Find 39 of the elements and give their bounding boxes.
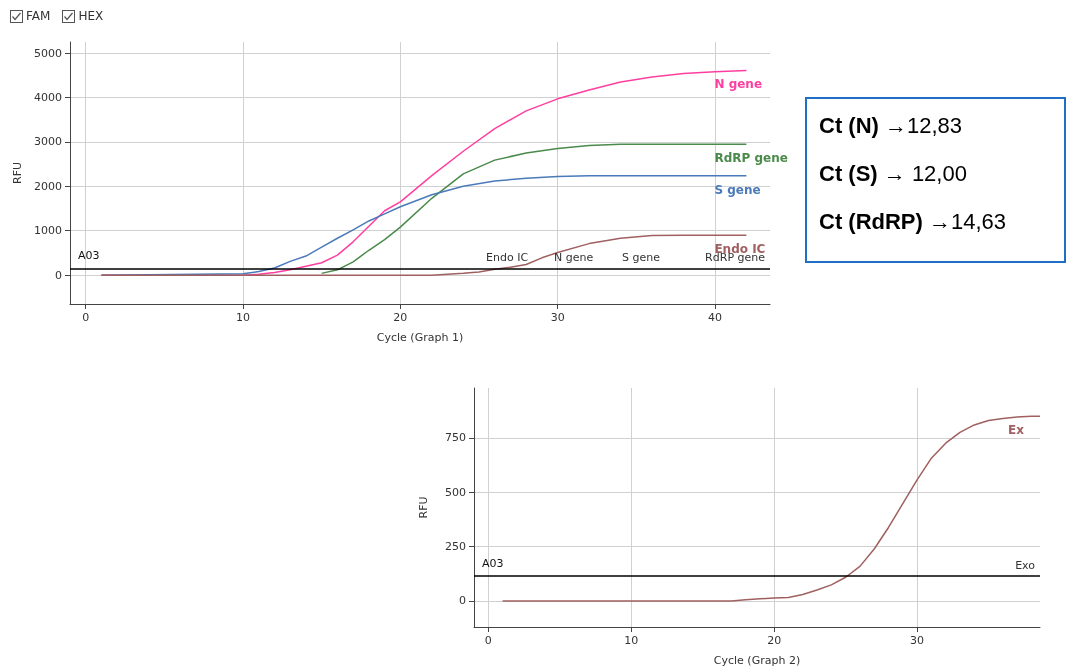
series-label: Ex [1008,423,1025,438]
x-tick-label: 30 [910,634,925,647]
x-tick-label: 0 [484,634,492,647]
text: Ct (RdRP) →14,63 [819,209,1008,236]
y-tick-label: 2000 [34,179,62,193]
y-axis-title: RFU [417,496,430,519]
annotation: A03 [78,249,100,263]
y-tick-label: 0 [55,268,62,282]
series-label: N gene [714,77,763,92]
text: FAM [26,9,51,23]
text: Ct (S) → 12,00 [819,161,968,188]
annotation: Endo IC [486,251,529,265]
y-tick-label: 500 [445,485,466,499]
x-tick-label: 40 [707,311,722,324]
x-tick-label: 20 [393,311,408,324]
y-tick-label: 0 [459,594,466,608]
x-tick-label: 10 [624,634,639,647]
annotation: A03 [482,556,504,570]
text: Ct (N) →12,83 [819,113,964,140]
x-axis-title: Cycle (Graph 1) [376,331,464,344]
x-tick-label: 30 [550,311,565,324]
y-axis-title: RFU [11,161,25,185]
x-tick-label: 20 [767,634,782,647]
y-tick-label: 1000 [34,224,62,238]
annotation: S gene [622,251,661,265]
y-tick-label: 250 [445,540,466,554]
ref-line-label: Exo [1015,558,1036,572]
series-label: S gene [714,182,761,197]
y-tick-label: 3000 [34,135,62,149]
x-tick-label: 10 [236,311,251,324]
y-tick-label: 750 [445,431,466,445]
text: HEX [78,9,104,23]
y-tick-label: 4000 [34,91,62,105]
x-axis-title: Cycle (Graph 2) [713,654,801,667]
line-series [501,415,1041,602]
x-tick-label: 0 [82,311,90,324]
series-label: RdRP gene [714,151,788,166]
annotation: N gene [554,251,594,265]
y-tick-label: 5000 [34,46,62,60]
